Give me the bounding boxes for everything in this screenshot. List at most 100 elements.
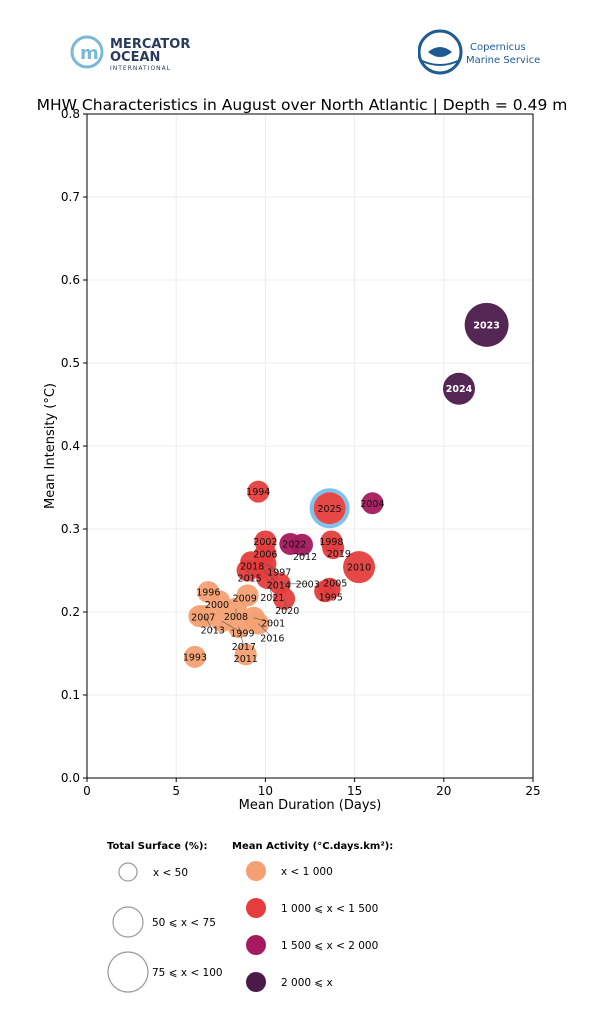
bubble-label: 1995 — [319, 592, 343, 603]
bubble — [247, 480, 270, 503]
size-legend-label: 50 ⩽ x < 75 — [152, 917, 216, 929]
bubble-2025 — [309, 488, 350, 529]
bubble-label: 2017 — [232, 642, 256, 653]
svg-text:MERCATOR: MERCATOR — [110, 37, 190, 52]
bubble — [208, 590, 231, 613]
bubble-label: 2010 — [347, 563, 371, 574]
bubble-label: 2004 — [360, 499, 384, 510]
svg-text:INTERNATIONAL: INTERNATIONAL — [110, 65, 171, 72]
bubble — [442, 372, 475, 405]
bubble-2004 — [361, 492, 384, 515]
size-legend-title: Total Surface (%): — [107, 841, 208, 852]
bubble — [183, 645, 206, 668]
label-leader-line — [329, 582, 336, 589]
bubble-label: 2011 — [234, 654, 258, 665]
bubble-2024 — [442, 372, 475, 405]
svg-text:Copernicus: Copernicus — [470, 42, 526, 53]
svg-text:OCEAN: OCEAN — [110, 50, 160, 65]
y-axis-label: Mean Intensity (°C) — [43, 383, 58, 509]
bubble-label: 1999 — [230, 629, 254, 640]
y-tick-label: 0.7 — [61, 190, 80, 204]
color-legend-label: x < 1 000 — [281, 866, 333, 878]
svg-text:Marine Service: Marine Service — [466, 55, 540, 66]
bubble-label: 2020 — [275, 606, 299, 617]
bubble — [464, 302, 509, 347]
bubble-label: 1994 — [246, 487, 270, 498]
svg-text:m: m — [80, 43, 99, 64]
y-tick-label: 0.2 — [61, 605, 80, 619]
bubble-label: 2021 — [260, 593, 284, 604]
bubble-2023 — [464, 302, 509, 347]
bubble-2000 — [208, 590, 231, 613]
size-legend-circle — [112, 906, 144, 938]
color-legend-swatch — [246, 935, 266, 955]
size-legend-circle — [118, 862, 138, 882]
bubble-2011 — [234, 643, 257, 666]
bubble-label: 2005 — [323, 579, 347, 590]
label-leader-line — [324, 591, 332, 598]
x-tick-label: 20 — [436, 784, 451, 798]
y-tick-label: 0.4 — [61, 439, 80, 453]
bubble-label: 2023 — [473, 320, 499, 331]
chart-title: MHW Characteristics in August over North… — [37, 96, 568, 114]
highlight-ring — [309, 488, 350, 529]
bubble-label: 2006 — [253, 549, 277, 560]
label-leader-line — [258, 623, 273, 638]
bubble-label: 2024 — [446, 384, 473, 395]
label-leader-line — [332, 547, 340, 554]
bubble — [361, 492, 384, 515]
label-leader-line — [283, 598, 288, 611]
bubble-label: 1998 — [319, 537, 343, 548]
bubble-label: 2012 — [293, 552, 317, 563]
y-tick-label: 0.0 — [61, 771, 80, 785]
bubble-label: 2003 — [296, 579, 320, 590]
label-leader-line — [266, 577, 273, 598]
bubble-label: 2014 — [267, 580, 291, 591]
color-legend-swatch — [246, 861, 266, 881]
x-axis-label: Mean Duration (Days) — [239, 798, 382, 813]
label-leader-line — [238, 626, 245, 647]
x-tick-label: 0 — [83, 784, 91, 798]
x-tick-label: 5 — [172, 784, 180, 798]
y-tick-label: 0.6 — [61, 273, 80, 287]
color-legend-label: 1 000 ⩽ x < 1 500 — [281, 903, 378, 915]
size-legend-circle — [107, 951, 149, 993]
copernicus-marine-logo: Copernicus Marine Service — [417, 28, 548, 78]
bubble-label: 2001 — [261, 618, 285, 629]
x-tick-label: 10 — [258, 784, 273, 798]
label-leader-line — [204, 616, 214, 631]
bubble — [234, 643, 257, 666]
color-legend-title: Mean Activity (°C.days.km²): — [232, 841, 393, 852]
bubble-label: 2022 — [282, 539, 306, 550]
label-leader-line — [253, 617, 274, 624]
color-legend-label: 1 500 ⩽ x < 2 000 — [281, 940, 378, 952]
bubble-label: 2018 — [240, 562, 264, 573]
size-legend-label: 75 ⩽ x < 100 — [152, 967, 223, 979]
bubble-label: 1997 — [267, 567, 291, 578]
y-tick-label: 0.1 — [61, 688, 80, 702]
label-leader-line — [261, 567, 280, 586]
bubble — [343, 551, 376, 584]
x-tick-label: 15 — [347, 784, 362, 798]
bubble-label: 2009 — [233, 594, 257, 605]
bubble — [313, 492, 346, 525]
color-legend-swatch — [246, 898, 266, 918]
bubble-label: 2000 — [205, 600, 229, 611]
y-tick-label: 0.8 — [61, 107, 80, 121]
bubble-label: 2002 — [253, 537, 277, 548]
label-leader-line — [301, 544, 306, 557]
bubble-label: 2025 — [318, 504, 342, 515]
color-legend-label: 2 000 ⩽ x — [281, 977, 333, 989]
bubble-2010 — [343, 551, 376, 584]
bubble-label: 1993 — [183, 652, 207, 663]
size-legend-label: x < 50 — [153, 867, 188, 879]
bubble-label: 2013 — [201, 626, 225, 637]
y-tick-label: 0.5 — [61, 356, 80, 370]
bubble-label: 2016 — [260, 633, 284, 644]
x-tick-label: 25 — [525, 784, 540, 798]
bubble-label: 2008 — [224, 612, 248, 623]
mercator-ocean-logo: m MERCATOR OCEAN INTERNATIONAL — [70, 34, 200, 74]
label-leader-line — [247, 570, 250, 579]
